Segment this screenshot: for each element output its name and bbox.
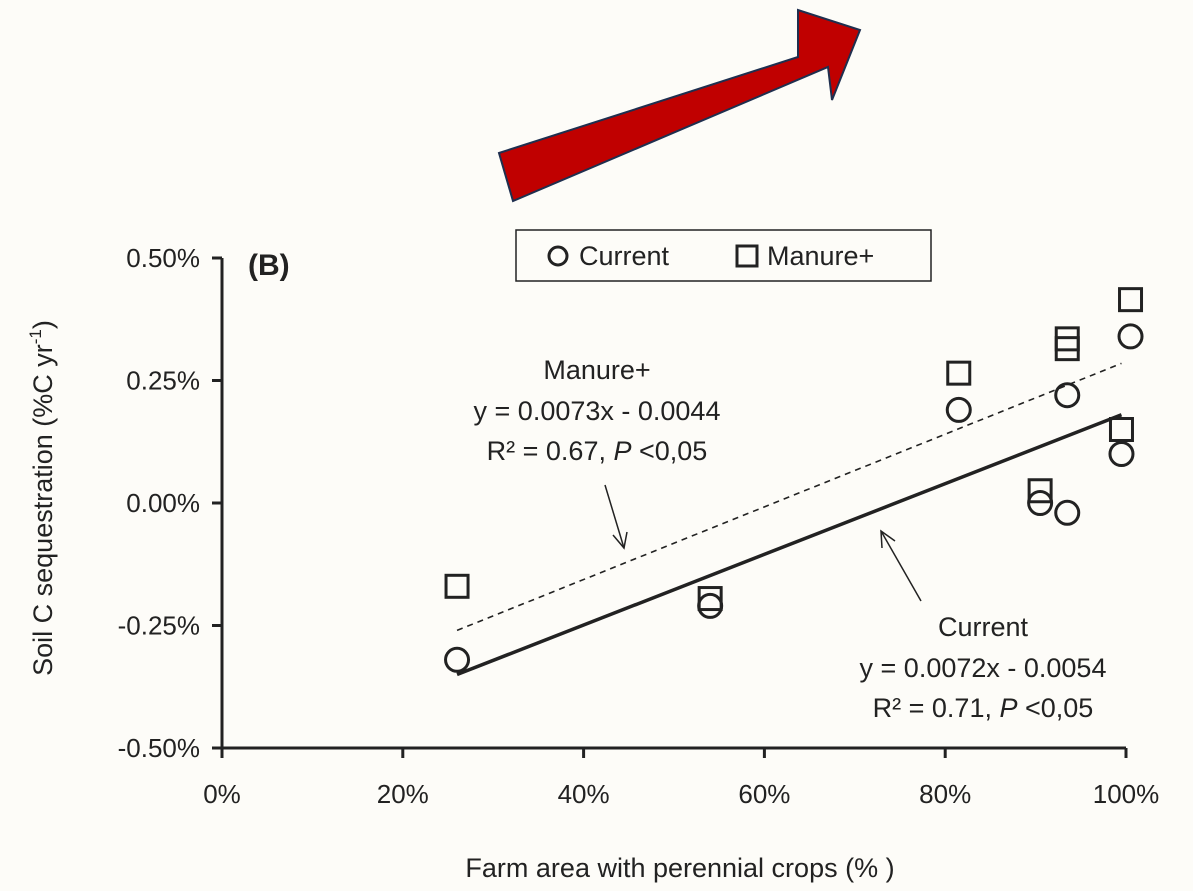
y-axis-ticks: 0.50% 0.25% 0.00% -0.25% -0.50% xyxy=(118,243,222,763)
manure-data-point xyxy=(1054,326,1080,352)
y-tick-label: 0.50% xyxy=(126,243,200,273)
manure-annotation-name: Manure+ xyxy=(543,355,650,385)
y-axis-title: Soil C sequestration (%C yr-1) xyxy=(26,320,58,676)
manure-annotation: Manure+ y = 0.0073x - 0.0044 R² = 0.67, … xyxy=(474,355,721,466)
x-tick-label: 20% xyxy=(377,779,429,809)
x-axis-ticks: 0% 20% 40% 60% 80% 100% xyxy=(203,748,1159,809)
legend-label-manure: Manure+ xyxy=(767,241,874,271)
current-arrowhead-icon xyxy=(880,529,896,549)
legend: Current Manure+ xyxy=(515,229,932,282)
current-annotation-stats: R² = 0.71, P <0,05 xyxy=(873,693,1094,723)
manure-annotation-equation: y = 0.0073x - 0.0044 xyxy=(474,396,721,426)
manure-annotation-arrow xyxy=(604,484,625,549)
data-points xyxy=(444,287,1144,673)
legend-label-current: Current xyxy=(579,241,670,271)
x-tick-label: 60% xyxy=(738,779,790,809)
current-data-point xyxy=(1117,323,1144,350)
y-tick-label: 0.25% xyxy=(126,366,200,396)
y-tick-label: 0.00% xyxy=(126,488,200,518)
regression-lines xyxy=(456,362,1123,677)
current-data-point xyxy=(1054,382,1081,409)
current-annotation-arrow xyxy=(880,530,922,602)
current-data-point xyxy=(945,396,972,423)
current-fit-line xyxy=(456,413,1123,677)
current-data-point xyxy=(697,592,724,619)
annotation-arrows xyxy=(604,484,922,602)
legend-box xyxy=(515,229,932,282)
trend-up-arrow-icon xyxy=(497,8,862,203)
manure-data-point xyxy=(946,360,972,386)
x-tick-label: 100% xyxy=(1093,779,1160,809)
current-annotation-name: Current xyxy=(938,612,1029,642)
manure-data-point xyxy=(1118,287,1144,313)
y-tick-label: -0.25% xyxy=(118,611,200,641)
manure-fit-line xyxy=(456,362,1122,632)
manure-data-point xyxy=(444,573,470,599)
x-tick-label: 80% xyxy=(919,779,971,809)
x-axis-title: Farm area with perennial crops (% ) xyxy=(465,853,894,883)
current-data-point xyxy=(1027,490,1054,516)
y-tick-label: -0.50% xyxy=(118,733,200,763)
manure-annotation-stats: R² = 0.67, P <0,05 xyxy=(487,436,708,466)
legend-square-marker-icon xyxy=(735,244,759,268)
panel-label: (B) xyxy=(248,249,290,282)
manure-arrowhead-icon xyxy=(612,531,628,550)
manure-data-point xyxy=(1027,478,1053,504)
manure-data-point xyxy=(1108,417,1134,442)
legend-circle-marker-icon xyxy=(547,245,569,267)
x-tick-label: 40% xyxy=(558,779,610,809)
x-tick-label: 0% xyxy=(203,779,241,809)
manure-data-point xyxy=(697,586,723,612)
current-data-point xyxy=(444,646,471,673)
current-annotation-equation: y = 0.0072x - 0.0054 xyxy=(860,653,1107,683)
current-data-point xyxy=(1054,499,1081,526)
current-annotation: Current y = 0.0072x - 0.0054 R² = 0.71, … xyxy=(860,612,1107,723)
current-data-point xyxy=(1108,441,1135,467)
